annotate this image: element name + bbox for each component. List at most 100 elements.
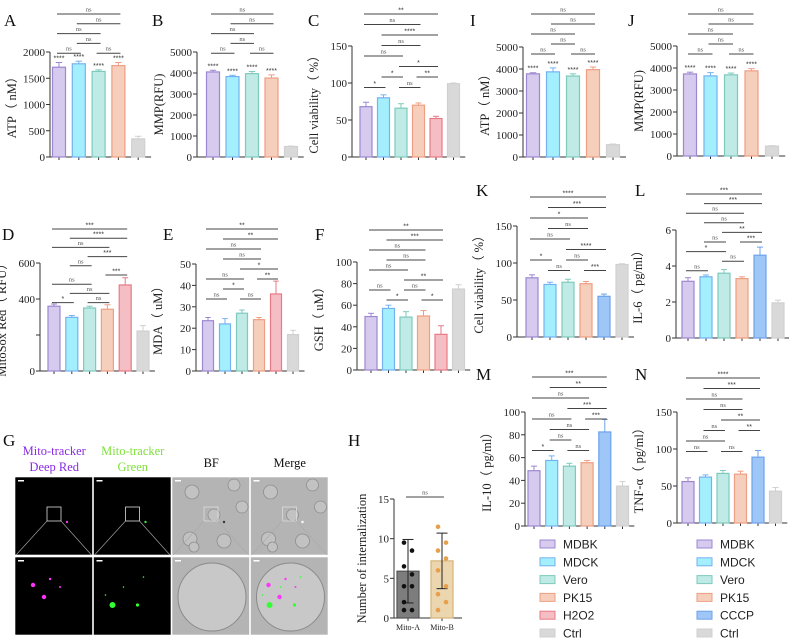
significance-label: ns <box>550 27 556 34</box>
panel-label-h: H <box>348 431 360 450</box>
bar-mdbk <box>681 480 695 524</box>
bar-pk15 <box>580 462 594 527</box>
significance-label: ns <box>720 402 726 409</box>
panel-label-m: M <box>476 365 491 384</box>
significance-label: * <box>705 245 708 252</box>
y-tick-label: 0 <box>515 521 521 533</box>
scale-bar <box>175 560 181 562</box>
overview-image <box>93 476 172 556</box>
bar-vero <box>561 281 575 338</box>
scale-bar <box>253 560 260 562</box>
y-tick-label: 15 <box>378 494 390 506</box>
zoom-line <box>296 520 328 556</box>
bar-ctrl <box>446 83 461 158</box>
zoom-line <box>60 520 92 556</box>
panel-label-a: A <box>4 11 17 30</box>
bar-h2o2 <box>118 284 132 372</box>
overview-image <box>14 476 93 556</box>
chart-a: 0 500 1000 1500 2000 ATP（ nM） **** **** **** ****… <box>5 7 152 164</box>
bar-pk15 <box>733 473 748 524</box>
bar-vero <box>565 75 581 158</box>
y-tick-label: 5000 <box>170 47 193 59</box>
bar-mdbk <box>525 73 541 158</box>
legend-item-vero: Vero <box>696 573 745 587</box>
significance-label: ** <box>421 274 427 281</box>
data-point <box>401 540 407 545</box>
cell <box>295 533 310 549</box>
y-tick-label: 4000 <box>496 64 519 76</box>
y-tick-label: 500 <box>29 126 46 138</box>
cell-closeup <box>177 562 247 632</box>
bar-ctrl <box>283 145 299 158</box>
overview-image <box>171 476 250 556</box>
significance-label: ns <box>697 47 703 54</box>
significance-label: *** <box>591 264 599 271</box>
bar-vero <box>399 316 413 371</box>
y-tick-label: 2000 <box>496 108 519 120</box>
significance-label: ns <box>66 46 72 53</box>
significance-label: ns <box>558 433 564 440</box>
mito-green-spot <box>104 594 107 596</box>
y-tick-label: 600 <box>19 258 36 270</box>
significance-label: **** <box>266 68 277 75</box>
legend-swatch <box>696 539 713 549</box>
data-point <box>409 607 415 613</box>
significance-label: *** <box>565 371 573 378</box>
significance-label: ns <box>76 26 82 33</box>
significance-label: ns <box>386 263 392 270</box>
bar-mdbk <box>682 73 698 157</box>
y-axis-label: TNF-α（ pg/ml） <box>632 422 646 514</box>
significance-label: ns <box>412 283 418 290</box>
bar-pk15 <box>111 65 126 158</box>
legend-label: MDBK <box>563 538 598 552</box>
panel-label-k: K <box>476 181 489 200</box>
y-tick-label: 6 <box>666 225 672 237</box>
significance-label: **** <box>705 66 716 73</box>
significance-label: * <box>396 294 399 301</box>
legend-item-h2o2: H2O2 <box>539 609 595 623</box>
chart-b: 0 1000 2000 3000 4000 5000 MMP(RFU) **** **** ***… <box>152 7 304 164</box>
cell <box>227 478 241 492</box>
data-point <box>435 607 441 613</box>
legend-label: MDBK <box>720 538 755 552</box>
bar-pk15 <box>252 319 266 372</box>
bar-ctrl <box>131 138 146 158</box>
legend-item-pk15: PK15 <box>539 591 593 605</box>
panel-label-n: N <box>635 365 647 384</box>
y-tick-label: 40 <box>341 322 353 334</box>
channel-label: Green <box>117 460 148 474</box>
significance-label: ns <box>540 47 546 54</box>
y-tick-label: 5 <box>384 573 390 585</box>
legend-swatch <box>539 592 556 602</box>
significance-label: **** <box>93 63 104 70</box>
bar-mdck <box>376 97 391 158</box>
scale-bar <box>96 560 103 562</box>
mito-green-spot <box>142 576 145 578</box>
zoom-line <box>139 520 171 556</box>
legend-item-pk15: PK15 <box>696 591 750 605</box>
mito-deep-red-spot <box>284 577 287 581</box>
y-tick-label: 0 <box>513 152 519 164</box>
bar-h2o2 <box>434 333 448 371</box>
significance-label: ns <box>96 16 102 23</box>
significance-label: * <box>232 283 235 290</box>
y-tick-label: 3000 <box>170 89 193 101</box>
y-tick-label: 50 <box>180 259 192 271</box>
significance-label: * <box>417 60 420 67</box>
y-tick-label: 0 <box>186 366 192 378</box>
significance-label: ** <box>398 8 404 15</box>
significance-label: ns <box>574 253 580 260</box>
legend-right: MDBK MDCK Vero PK15 CCCP Ctrl <box>696 538 755 638</box>
data-point <box>401 564 407 569</box>
significance-label: ** <box>747 424 753 431</box>
significance-label: ns <box>214 292 220 299</box>
bar-vero <box>235 312 249 372</box>
significance-label: **** <box>685 65 696 72</box>
y-tick-label: 4000 <box>650 63 673 75</box>
legend-left: MDBK MDCK Vero PK15 H2O2 Ctrl <box>539 538 598 638</box>
y-tick-label: 3000 <box>496 86 519 98</box>
legend-swatch <box>539 557 556 567</box>
scale-bar <box>175 480 181 482</box>
